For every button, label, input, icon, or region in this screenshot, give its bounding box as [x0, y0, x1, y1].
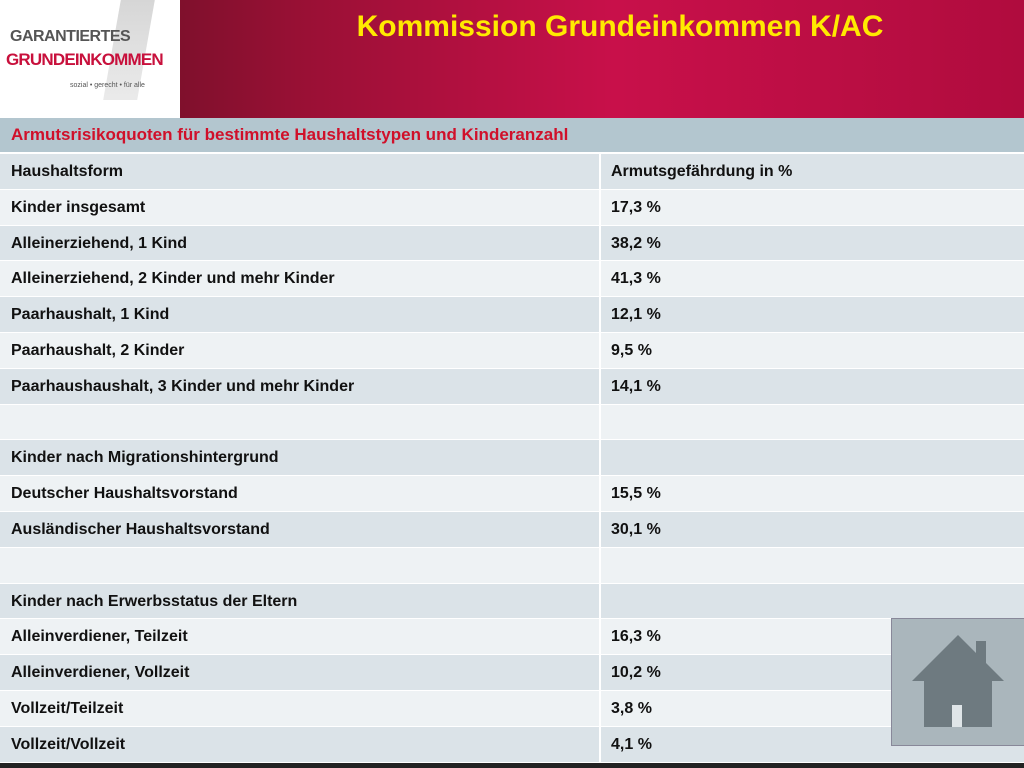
home-button[interactable] [891, 618, 1024, 746]
table-row: Alleinerziehend, 2 Kinder und mehr Kinde… [0, 261, 1024, 298]
logo-tagline: sozial • gerecht • für alle [70, 82, 145, 89]
table-cell: Alleinerziehend, 1 Kind [0, 225, 601, 261]
table-cell: 10,2 % [611, 664, 661, 682]
table-cell [601, 405, 611, 440]
table-row: Deutscher Haushaltsvorstand 15,5 % [0, 476, 1024, 512]
table-cell: Paarhaushaushalt, 3 Kinder und mehr Kind… [0, 368, 601, 404]
table-cell: 9,5 % [611, 341, 652, 359]
table-cell: 4,1 % [611, 735, 652, 753]
table-cell: 16,3 % [611, 628, 661, 646]
table-cell [601, 440, 611, 475]
table-row [0, 404, 1024, 441]
table-cell: Paarhaushalt, 1 Kind [0, 297, 601, 332]
table-cell: Armutsgefährdung in % [611, 163, 793, 180]
logo-text: GARANTIERTES [10, 28, 131, 45]
table-cell [0, 404, 601, 440]
table-body: Haushaltsform Armutsgefährdung in % Kinder… [0, 154, 1024, 763]
table-cell: Kinder nach Migrationshintergrund [0, 440, 601, 476]
table-cell: Alleinerziehend, 2 Kinder und mehr Kinde… [0, 261, 601, 297]
table-cell: 14,1 % [611, 377, 661, 395]
table-row [0, 547, 1024, 584]
title: Kommission Grundeinkommen K/AC [356, 10, 884, 43]
table-cell [601, 548, 611, 583]
table-cell [0, 547, 601, 583]
table-row: Alleinerziehend, 1 Kind 38,2 % [0, 225, 1024, 262]
table-row: Paarhaushalt, 2 Kinder 9,5 % [0, 332, 1024, 369]
table-row: Kinder nach Migrationshintergrund [0, 440, 1024, 477]
table-cell: Kinder nach Erwerbsstatus der Eltern [0, 583, 601, 619]
table-cell: Alleinverdiener, Teilzeit [0, 619, 601, 655]
table-row: Alleinverdiener, Teilzeit 16,3 % [0, 619, 1024, 656]
table-cell: Vollzeit/Vollzeit [0, 726, 601, 762]
table-cell: 30,1 % [611, 520, 661, 538]
table-cell: 38,2 % [611, 234, 661, 252]
table-cell: Ausländischer Haushaltsvorstand [0, 511, 601, 547]
table-row: Kinder nach Erwerbsstatus der Eltern [0, 583, 1024, 620]
table-row: Kinder insgesamt 17,3 % [0, 189, 1024, 226]
table-row: Vollzeit/Teilzeit 3,8 % [0, 690, 1024, 727]
logo-text: GRUNDEINKOMMEN [6, 50, 164, 69]
table-row: Paarhaushaushalt, 3 Kinder und mehr Kind… [0, 368, 1024, 405]
table: Armutsrisikoquoten für bestimmte Haushal… [0, 118, 1024, 763]
table-cell: 17,3 % [611, 198, 661, 216]
table-cell: 12,1 % [611, 306, 661, 324]
logo: GARANTIERTES GRUNDEINKOMMEN sozial • ger… [0, 0, 180, 118]
table-cell: Kinder insgesamt [0, 189, 601, 225]
table-cell: Vollzeit/Teilzeit [0, 690, 601, 726]
table-cell: Paarhaushalt, 2 Kinder [0, 332, 601, 368]
table-cell [601, 584, 611, 619]
table-row: Ausländischer Haushaltsvorstand 30,1 % [0, 511, 1024, 548]
table-cell: Haushaltsform [0, 154, 601, 189]
table-row: Alleinverdiener, Vollzeit 10,2 % [0, 655, 1024, 691]
home-icon [912, 635, 1004, 727]
table-cell: 41,3 % [611, 270, 661, 288]
table-title: Armutsrisikoquoten für bestimmte Haushal… [0, 118, 1024, 154]
table-row: Haushaltsform Armutsgefährdung in % [0, 154, 1024, 190]
table-cell: Deutscher Haushaltsvorstand [0, 476, 601, 511]
table-cell: Alleinverdiener, Vollzeit [0, 655, 601, 690]
table-row: Vollzeit/Vollzeit 4,1 % [0, 726, 1024, 763]
table-cell: 15,5 % [611, 485, 661, 503]
table-cell: 3,8 % [611, 699, 652, 717]
table-row: Paarhaushalt, 1 Kind 12,1 % [0, 297, 1024, 333]
